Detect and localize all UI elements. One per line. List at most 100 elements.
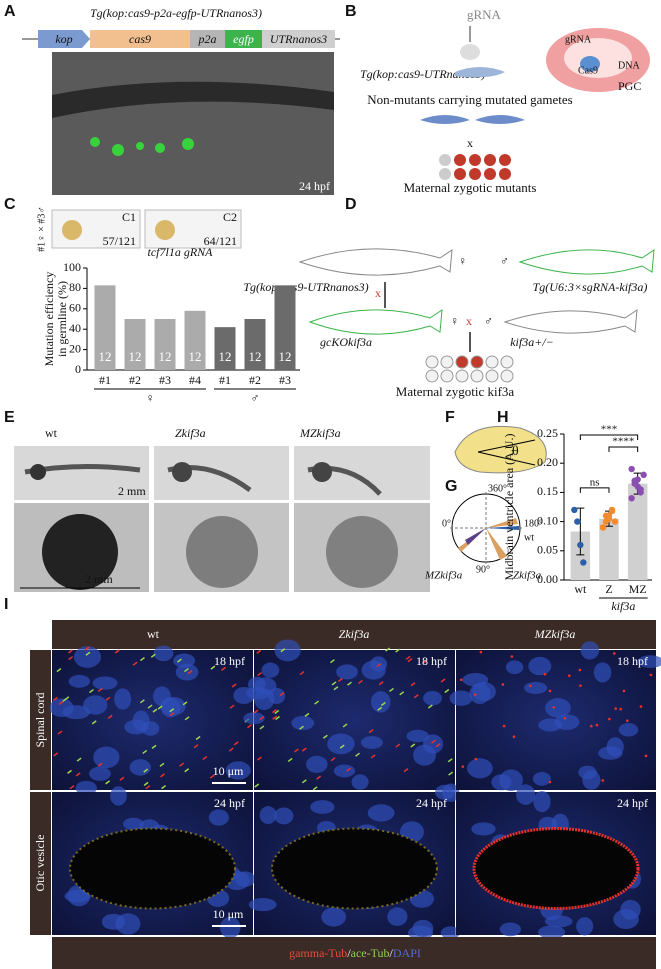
cilium (357, 679, 363, 685)
nucleus (225, 761, 251, 780)
cilium (271, 709, 277, 714)
group-label: ♂ (251, 391, 260, 405)
nucleus (598, 746, 623, 760)
centrosome (473, 693, 477, 696)
stage-label: 18 hpf (214, 654, 245, 668)
y-tick-label: 0.10 (537, 513, 558, 527)
data-point (628, 495, 635, 502)
data-point (628, 465, 635, 473)
transgene-male: Tg(U6:3×sgRNA-kif3a) (533, 280, 648, 294)
cell-label: gRNA (565, 34, 592, 45)
cilium (312, 786, 318, 791)
cilium (105, 780, 111, 785)
cilium (287, 757, 293, 763)
cilium (184, 716, 190, 721)
nucleus (351, 774, 369, 790)
nucleus (208, 809, 229, 826)
cilium (89, 688, 94, 694)
nucleus (505, 660, 524, 675)
nucleus (68, 674, 91, 688)
bar (274, 285, 296, 370)
cilium (435, 743, 441, 748)
row-header (30, 650, 51, 790)
cilium (427, 704, 433, 709)
column-label: Zkif3a (339, 627, 370, 641)
nucleus (538, 925, 566, 939)
cell-label: DNA (618, 60, 640, 71)
cilium (431, 739, 436, 744)
panel-label: I (4, 596, 8, 613)
y-tick-label: 0.25 (537, 426, 558, 440)
cilium (183, 667, 189, 673)
nucleus (618, 722, 639, 737)
bar (627, 483, 648, 580)
column-label: Zkif3a (175, 426, 206, 440)
nucleus (580, 641, 600, 660)
nucleus (306, 755, 328, 773)
nucleus (423, 691, 443, 706)
cilium (85, 651, 91, 656)
y-axis-label: Midbrain ventricle area (A.U.) (502, 434, 516, 581)
nucleus (564, 38, 632, 78)
significance-label: *** (601, 424, 618, 436)
cilium (329, 659, 335, 664)
cilium (259, 725, 265, 730)
micrograph (52, 650, 253, 790)
stage-label: 24 hpf (299, 179, 330, 193)
image-ratio: 57/121 (103, 234, 136, 248)
nucleus (333, 764, 356, 778)
mz-eggs (425, 355, 514, 383)
y-tick-label: 0.05 (537, 543, 558, 557)
grna-label: gRNA (467, 7, 502, 22)
bar (214, 327, 236, 370)
larva (455, 67, 505, 78)
cilium (169, 708, 175, 713)
nucleus (524, 681, 548, 694)
centrosome (529, 684, 532, 688)
angle-label: 90° (476, 564, 490, 575)
cilium (272, 715, 278, 720)
nucleus (467, 758, 493, 779)
centrosome (479, 650, 483, 654)
embryo-diagram (454, 425, 547, 474)
construct-element (225, 30, 262, 48)
nucleus (449, 690, 473, 706)
centrosome (552, 706, 556, 709)
vesicle-lumen (69, 827, 236, 910)
result-label: Maternal zygotic mutants (404, 180, 537, 195)
data-point (637, 486, 644, 493)
construct-element (262, 30, 335, 48)
nucleus (440, 926, 460, 939)
bar-count: 12 (279, 349, 292, 364)
angle-label: 180° (524, 518, 543, 529)
cilium (61, 698, 67, 703)
male-symbol: ♂ (484, 314, 493, 328)
cilium (370, 754, 376, 759)
cilium (139, 699, 145, 704)
offspring-male: kif3a+/− (510, 335, 554, 349)
nucleus (471, 822, 496, 836)
nucleus (261, 662, 280, 678)
female-symbol: ♀ (450, 314, 459, 328)
cilium (161, 784, 167, 790)
centrosome (461, 765, 465, 768)
centrosome (563, 716, 567, 720)
micrographs: 18 hpf 24 hpf 18 hpf 24 hpf 18 hpf 24 hpf 10 μ… (49, 639, 661, 940)
nucleus (235, 871, 256, 887)
centrosome (644, 754, 648, 758)
row-header (30, 792, 51, 935)
nucleus (528, 656, 552, 676)
cilium (422, 659, 428, 664)
cilium (91, 720, 97, 725)
cilium (160, 773, 165, 778)
nucleus (274, 639, 301, 662)
y-tick-label: 100 (63, 260, 81, 274)
nucleus (73, 646, 102, 668)
cilium (76, 757, 82, 762)
bar (184, 310, 206, 370)
bar-count: 12 (159, 349, 172, 364)
cilium (301, 747, 307, 752)
cilium (274, 709, 280, 715)
cilium (97, 687, 103, 693)
cilium (57, 730, 63, 735)
